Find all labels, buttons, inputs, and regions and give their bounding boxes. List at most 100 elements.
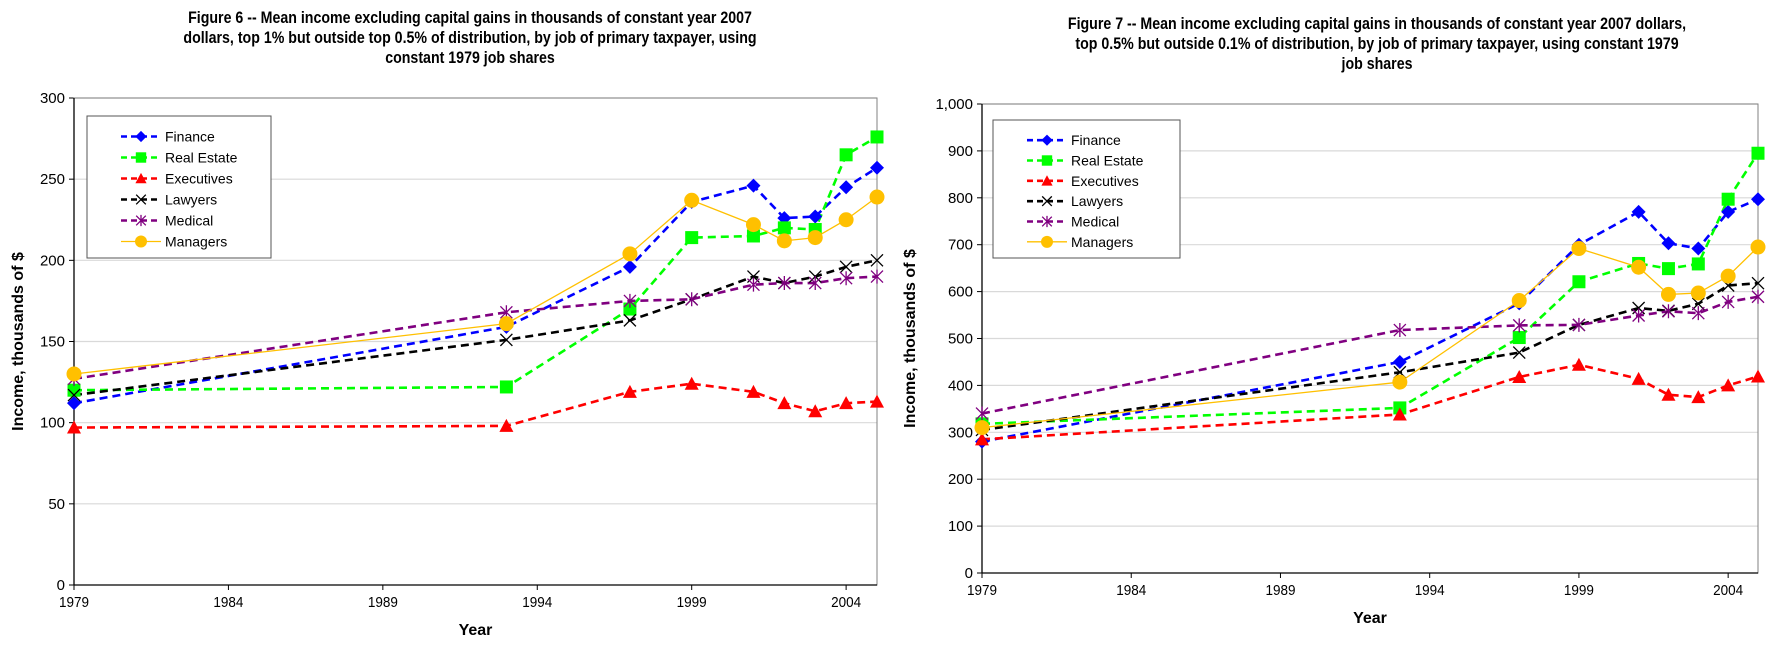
data-point xyxy=(499,418,514,432)
markers-medical xyxy=(975,289,1765,421)
data-point xyxy=(1751,369,1765,383)
data-point xyxy=(1750,239,1766,255)
legend-item: Lawyers xyxy=(121,192,217,208)
x-tick-label: 1994 xyxy=(1415,582,1445,599)
legend-label: Medical xyxy=(165,213,213,229)
data-point xyxy=(808,209,823,224)
x-tick-label: 1979 xyxy=(59,594,89,611)
data-point xyxy=(1392,354,1407,369)
legend-label: Real Estate xyxy=(165,150,238,166)
data-point xyxy=(499,333,513,347)
data-point xyxy=(870,394,884,408)
data-point xyxy=(777,396,792,410)
x-tick-label: 1989 xyxy=(368,594,398,611)
title-line: Figure 6 -- Mean income excluding capita… xyxy=(188,9,752,27)
data-point xyxy=(66,366,82,382)
markers-executives xyxy=(975,357,1765,446)
legend: Finance Real Estate Executives Lawyers Medic… xyxy=(992,119,1181,259)
data-point xyxy=(623,293,637,308)
legend-item: Real Estate xyxy=(121,150,238,166)
legend-item: Real Estate xyxy=(1027,153,1144,169)
data-point xyxy=(839,396,854,410)
markers-lawyers xyxy=(975,276,1765,437)
y-tick-label: 800 xyxy=(948,190,973,207)
data-point xyxy=(746,384,761,398)
y-tick-label: 200 xyxy=(40,252,65,269)
y-tick-label: 900 xyxy=(948,143,973,160)
legend-label: Executives xyxy=(1071,173,1139,189)
series-line xyxy=(981,198,1759,443)
legend-item: Executives xyxy=(121,171,233,187)
data-point xyxy=(1392,374,1408,390)
data-point xyxy=(807,230,823,246)
legend-item: Executives xyxy=(1027,173,1139,189)
data-point xyxy=(1512,369,1527,383)
legend-box xyxy=(992,119,1181,259)
data-point xyxy=(974,420,990,436)
x-tick-label: 1999 xyxy=(677,594,707,611)
data-point xyxy=(1512,318,1526,333)
y-tick-label: 1,000 xyxy=(935,96,973,113)
data-point xyxy=(67,420,81,434)
data-point xyxy=(746,178,761,193)
data-point xyxy=(622,246,638,262)
data-point xyxy=(870,269,884,284)
legend: Finance Real Estate Executives Lawyers Medic… xyxy=(86,115,272,259)
data-point xyxy=(1661,387,1676,401)
data-point xyxy=(685,292,699,307)
data-point xyxy=(1691,306,1705,321)
legend-label: Managers xyxy=(1071,234,1133,250)
chart-title: Figure 7 -- Mean income excluding capita… xyxy=(1003,14,1751,74)
data-point xyxy=(747,277,760,292)
x-tick-label: 1984 xyxy=(213,594,243,611)
series-line xyxy=(73,382,878,429)
data-point xyxy=(839,180,854,195)
x-tick-label: 1984 xyxy=(1116,582,1146,599)
y-tick-label: 300 xyxy=(40,90,65,107)
data-point xyxy=(1392,407,1407,421)
y-tick-label: 100 xyxy=(40,415,65,432)
legend-marker xyxy=(1041,175,1053,186)
data-point xyxy=(622,384,637,398)
y-tick-label: 200 xyxy=(948,471,973,488)
markers-managers xyxy=(974,239,1766,436)
y-tick-label: 250 xyxy=(40,171,65,188)
data-point xyxy=(1662,304,1675,319)
data-point xyxy=(1690,285,1706,301)
data-point xyxy=(1751,146,1765,160)
legend-marker xyxy=(135,235,147,248)
data-point xyxy=(777,221,791,235)
title-line: top 0.5% but outside 0.1% of distributio… xyxy=(1075,35,1679,53)
y-tick-label: 0 xyxy=(57,577,65,594)
data-point xyxy=(1512,346,1526,360)
legend-label: Medical xyxy=(1071,214,1119,230)
data-point xyxy=(1751,192,1765,207)
markers-real-estate xyxy=(67,130,884,397)
chart-title: Figure 6 -- Mean income excluding capita… xyxy=(92,8,849,68)
legend-label: Lawyers xyxy=(1071,193,1123,209)
data-point xyxy=(808,276,822,291)
data-point xyxy=(499,380,513,394)
data-point xyxy=(870,130,884,144)
data-point xyxy=(1691,257,1705,271)
series-finance xyxy=(981,198,1759,443)
data-point xyxy=(1631,204,1646,219)
data-point xyxy=(1751,276,1765,290)
data-point xyxy=(745,217,761,233)
legend-item: Medical xyxy=(1027,214,1119,230)
data-point xyxy=(777,276,791,291)
y-tick-label: 150 xyxy=(40,334,65,351)
series-executives xyxy=(73,382,878,429)
y-tick-label: 500 xyxy=(948,331,973,348)
title-line: Figure 7 -- Mean income excluding capita… xyxy=(1067,15,1687,33)
y-tick-label: 300 xyxy=(948,424,973,441)
data-point xyxy=(839,260,853,274)
data-point xyxy=(1631,371,1646,385)
legend-label: Lawyers xyxy=(165,192,217,208)
series-real-estate xyxy=(981,152,1760,426)
data-point xyxy=(67,383,81,397)
legend-label: Finance xyxy=(165,129,215,145)
x-tick-label: 1989 xyxy=(1265,582,1295,599)
data-point xyxy=(1632,308,1646,323)
data-point xyxy=(839,148,853,162)
